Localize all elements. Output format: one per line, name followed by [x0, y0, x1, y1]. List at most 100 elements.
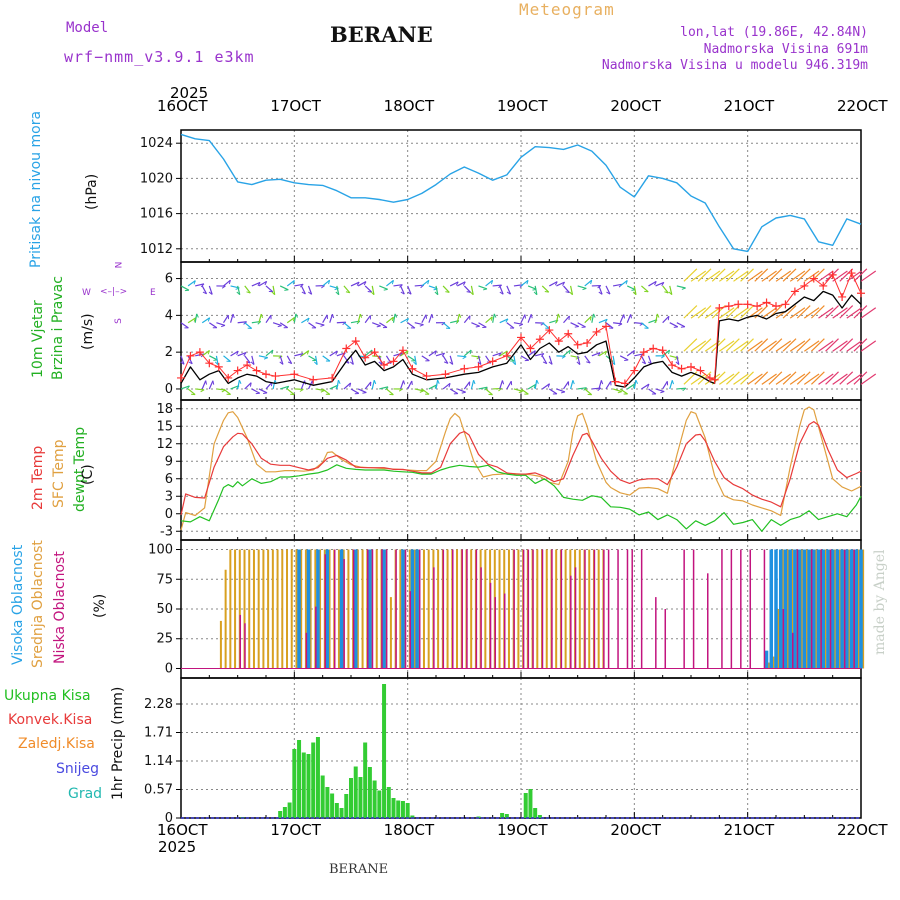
wind-arrow [400, 317, 409, 324]
wind-arrow-head [682, 387, 687, 392]
precip-bar [391, 798, 396, 818]
wind-arrow-head [590, 280, 593, 285]
precip-bar [311, 742, 316, 818]
wind-arrow [258, 280, 267, 287]
wind-arrow-head [582, 287, 587, 291]
wind-arrow-head [449, 361, 454, 365]
ytick-label-temperature-2: 3 [165, 489, 173, 504]
cloud-bar-2 [782, 609, 785, 669]
wind-arrow [449, 281, 459, 287]
wind-arrow-head [477, 361, 482, 365]
wind-arrow-head [407, 291, 412, 295]
ytick-label-clouds-3: 75 [156, 572, 173, 587]
cloud-bar-1 [437, 549, 440, 669]
wind-arrow-head [600, 380, 604, 385]
cloud-bar-1 [267, 549, 270, 669]
wind-arrow [549, 281, 558, 287]
precip-bar [320, 775, 325, 818]
gust-marker [838, 292, 847, 301]
wind-arrow [435, 379, 439, 390]
cloud-bar-0 [788, 549, 792, 669]
wind-arrow [442, 355, 449, 364]
bottom-tick-label-0: 16OCT [157, 821, 208, 839]
wind-arrow-head [462, 356, 467, 360]
wind-arrow [350, 281, 360, 287]
bottom-tick-label-2: 18OCT [383, 821, 435, 839]
ytick-label-temperature-7: 18 [156, 402, 173, 417]
wind-arrow-head [597, 352, 601, 357]
wind-arrow [825, 338, 839, 352]
wind-arrow [371, 380, 375, 390]
wind-arrow [853, 338, 868, 352]
wind-arrow-head [533, 350, 536, 355]
cloud-bar-1 [446, 549, 449, 669]
wind-arrow [839, 371, 854, 385]
precip-bar [325, 787, 330, 818]
precip-total-label: Ukupna Kisa [4, 688, 91, 704]
gust-marker [790, 287, 799, 296]
wind-arrow [725, 268, 740, 282]
wind-arrow [718, 270, 735, 282]
wind-speed-line [180, 290, 862, 388]
wind-arrow [265, 314, 272, 324]
wind-arrow-head [544, 290, 549, 293]
wind-arrow-head [406, 318, 409, 323]
cloud-bar-2 [829, 549, 832, 669]
compass-e: E [150, 288, 156, 298]
gust-marker [611, 377, 620, 386]
wind-arrow [853, 371, 868, 385]
wind-arrow [322, 355, 331, 362]
wind-arrow-head [660, 391, 665, 394]
cloud-bar-0 [401, 549, 405, 669]
wind-arrow-head [299, 283, 304, 288]
wind-arrow [789, 340, 806, 352]
wind-arrow-head [441, 322, 446, 326]
bottom-tick-label-4: 20OCT [610, 821, 661, 839]
cloud-bar-0 [415, 549, 419, 669]
cloud-bar-1 [286, 549, 289, 669]
wind-arrow-head [473, 380, 476, 385]
wind-arrow-head [499, 291, 504, 295]
wind-arrow [718, 373, 735, 385]
cloud-bar-1 [337, 549, 340, 669]
wind-arrow-head [461, 391, 466, 394]
wind-arrow [761, 373, 777, 385]
wind-arrow [803, 340, 820, 352]
wind-arrow [626, 350, 635, 357]
wind-arrow [860, 340, 877, 352]
wind-arrow [648, 388, 657, 395]
top-tick-label-6: 22OCT [837, 97, 888, 115]
wind-arrow-head [482, 288, 488, 291]
cloud-bar-0 [368, 549, 372, 669]
cloud-bar-1 [248, 549, 251, 669]
wind-arrow [457, 388, 466, 393]
wind-arrow [223, 279, 231, 287]
wind-arrow [782, 305, 797, 319]
wind-arrow [364, 285, 373, 293]
wind-arrow [350, 388, 360, 394]
cloud-bar-1 [399, 549, 402, 669]
wind-arrow [286, 317, 295, 324]
cloud-bar-0 [764, 650, 769, 669]
wind-arrow-head [569, 291, 573, 296]
precip-bar [334, 803, 339, 818]
wind-arrow [258, 355, 268, 359]
wind-arrow-head [530, 314, 533, 319]
wind-arrow-head [469, 349, 472, 355]
gust-marker [233, 366, 242, 375]
wind-arrow [775, 340, 792, 352]
precip-bar [292, 749, 297, 818]
wind-arrow [279, 285, 289, 291]
wind-arrow [307, 285, 313, 295]
cloud-bar-1 [281, 549, 284, 669]
wind-arrow [626, 314, 632, 323]
wind-arrow-head [475, 325, 480, 328]
cloud-bar-1 [791, 549, 794, 669]
wind-arrow-head [448, 383, 451, 388]
wind-arrow [803, 307, 820, 319]
wind-arrow-head [376, 325, 381, 328]
cloud-bar-0 [774, 549, 778, 669]
wind-arrow [740, 371, 754, 385]
wind-arrow-head [431, 314, 434, 319]
cloud-bar-2 [527, 549, 530, 669]
